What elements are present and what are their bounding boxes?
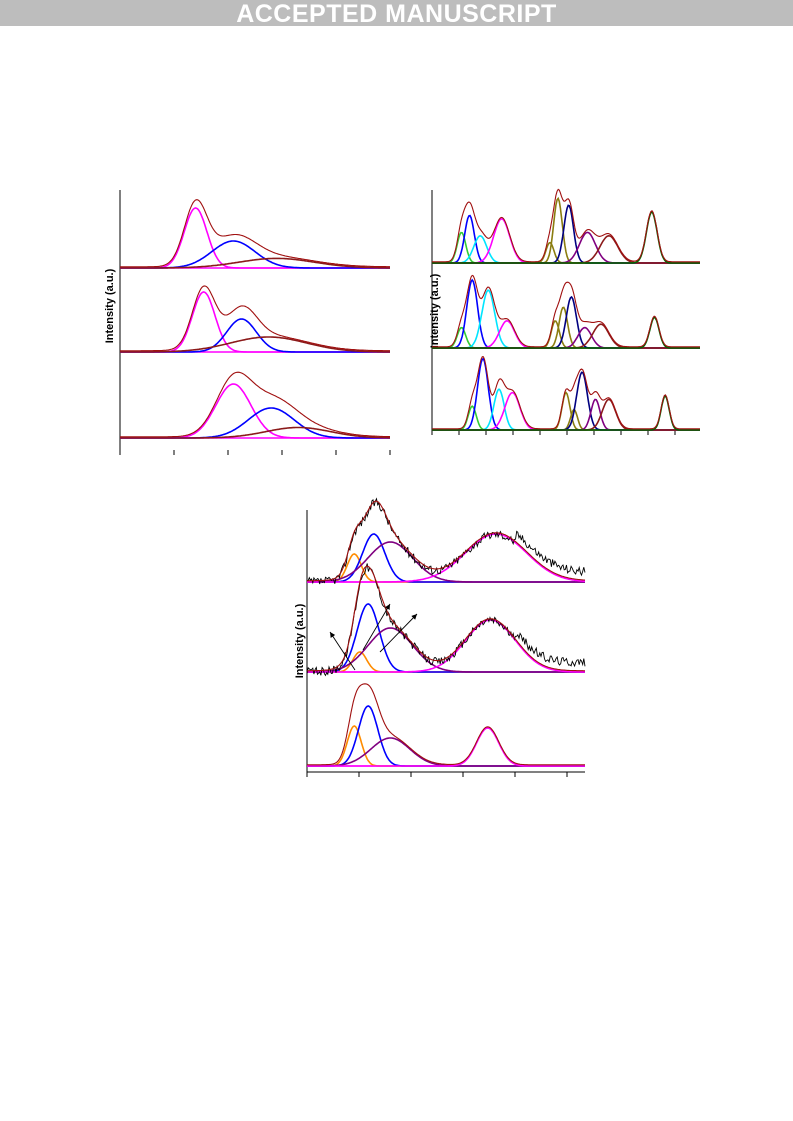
fit-component-orange xyxy=(307,725,585,767)
fit-component-navy xyxy=(432,295,700,349)
chart-panel-top-left: Intensity (a.u.) xyxy=(100,180,400,460)
trace-group xyxy=(306,497,586,585)
fit-component-purple xyxy=(307,627,585,673)
watermark-text: ACCEPTED MANUSCRIPT xyxy=(236,0,557,28)
fit-component-blue xyxy=(120,318,390,353)
trace-group xyxy=(432,356,700,431)
fit-component-blue xyxy=(120,240,390,269)
trace-group xyxy=(432,188,700,264)
fit-envelope xyxy=(120,371,390,438)
fit-envelope xyxy=(432,188,700,263)
fit-envelope xyxy=(307,683,585,766)
trace-group xyxy=(120,199,390,269)
fit-component-magenta xyxy=(120,383,390,439)
spectrum-plot-bottom xyxy=(306,497,586,777)
trace-group xyxy=(306,563,586,677)
fit-envelope xyxy=(120,285,390,352)
fit-component-olive xyxy=(432,391,700,431)
watermark-banner: ACCEPTED MANUSCRIPT xyxy=(0,0,793,28)
fit-component-magenta xyxy=(307,619,585,673)
fit-component-magenta xyxy=(307,533,586,583)
fit-component-olive xyxy=(432,306,700,349)
chart-panel-top-right: Intensity (a.u.) xyxy=(410,180,710,460)
fit-component-darkred xyxy=(120,336,390,353)
fit-component-darkred xyxy=(120,426,390,439)
fit-component-magenta xyxy=(432,391,700,431)
fit-component-purple xyxy=(307,737,585,767)
trace-group xyxy=(307,683,585,767)
fit-envelope xyxy=(432,274,700,348)
trace-group xyxy=(432,274,700,349)
fit-envelope xyxy=(307,565,585,672)
spectrum-plot-top-left xyxy=(119,190,391,455)
fit-component-darkred xyxy=(120,257,390,269)
trace-group xyxy=(120,285,390,353)
trace-group xyxy=(120,371,390,439)
chart-panel-bottom: Intensity (a.u.) xyxy=(285,497,595,790)
fit-envelope xyxy=(120,199,390,268)
fit-component-darkgreen xyxy=(432,316,700,349)
fit-component-blue xyxy=(432,214,700,264)
annotation-arrow xyxy=(362,603,391,651)
fit-component-purple xyxy=(307,541,585,583)
fit-component-magenta xyxy=(120,291,390,353)
annotation-arrow xyxy=(379,613,418,653)
experimental-trace xyxy=(306,497,586,585)
fit-envelope xyxy=(432,356,700,430)
fit-component-magenta xyxy=(307,727,585,767)
annotation-arrow xyxy=(329,631,356,671)
fit-component-darkgreen xyxy=(432,394,700,431)
spectrum-plot-top-right xyxy=(431,188,700,435)
fit-envelope xyxy=(307,500,586,582)
